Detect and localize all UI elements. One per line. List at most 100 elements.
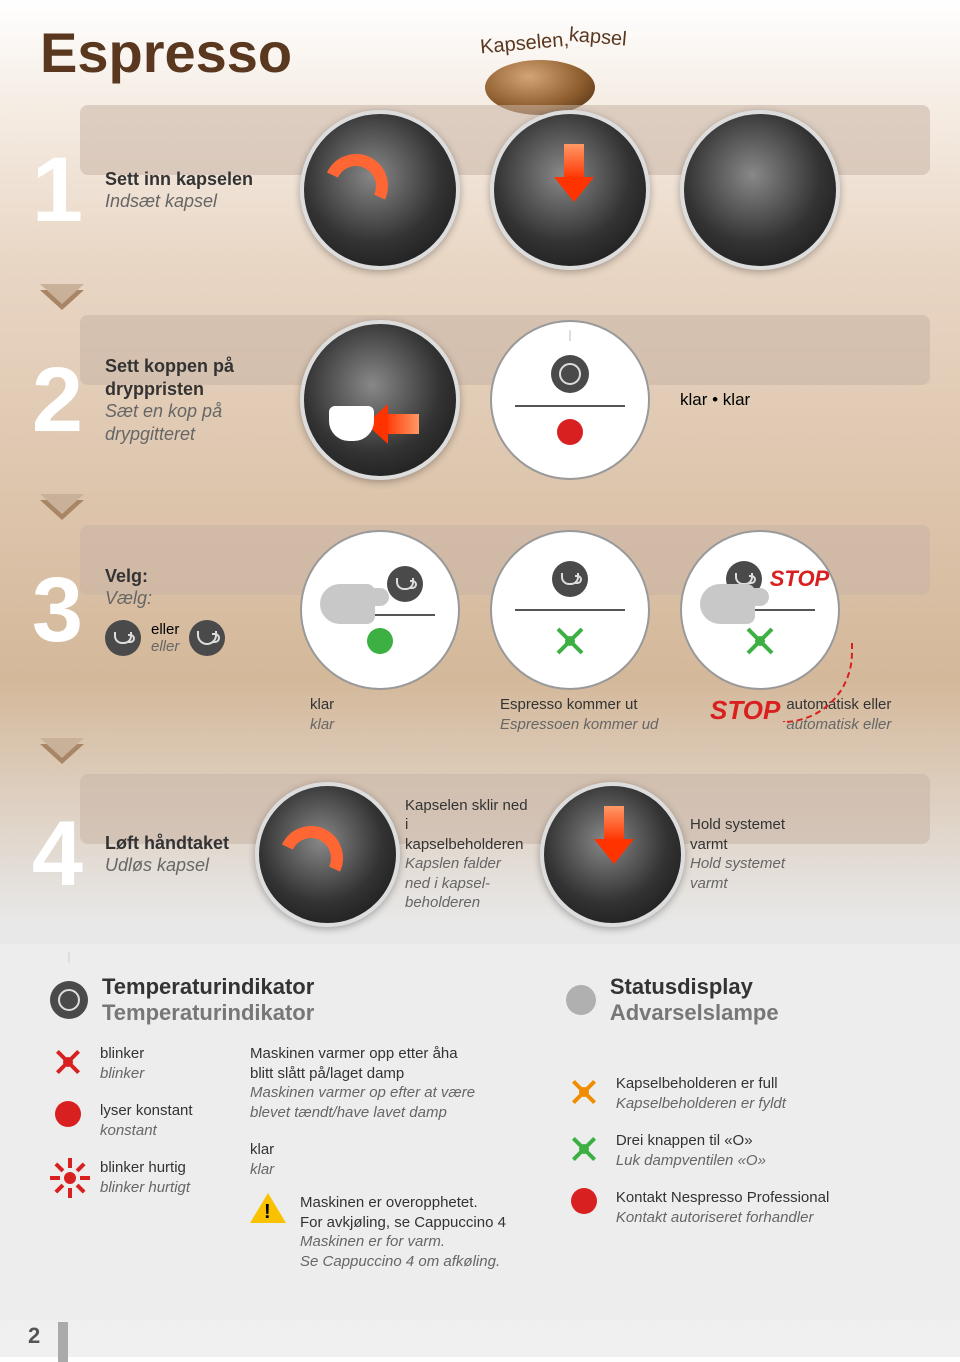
step-3-text: Velg: Vælg: eller eller [95,565,300,656]
step-4: 4 Løft håndtaket Udløs kapsel Kapselen s… [0,764,960,944]
step-4-col3: Hold systemet varmt Hold systemet varmt [690,815,800,893]
step-3-lang2: Vælg: [105,587,300,610]
temp-head-l1: Temperaturindikator [102,974,314,1000]
blink-l2: blinker [100,1064,144,1084]
step-4-photo-1 [255,782,400,927]
green-x-icon [742,623,778,659]
step-1-lang1: Sett inn kapselen [105,168,300,191]
bdesc-l1a: Maskinen varmer opp etter åha [250,1044,546,1064]
c2l1a: Kapselen sklir ned i [405,796,535,835]
step-1: 1 Sett inn kapselen Indsæt kapsel [0,95,960,285]
step-2-lang1b: dryppristen [105,378,300,401]
fdesc-l1a: Maskinen er overopphetet. [300,1193,506,1213]
status-head-l2: Advarselslampe [610,1000,779,1026]
page-number: 2 [28,1323,40,1349]
step-1-photo-3 [680,110,840,270]
contact-l2: Kontakt autoriseret forhandler [616,1208,829,1228]
step-4-col2: Kapselen sklir ned i kapselbeholderen Ka… [405,796,535,913]
step-1-lang2: Indsæt kapsel [105,190,300,213]
full-l2: Kapselbeholderen er fyldt [616,1094,786,1114]
step-1-text: Sett inn kapselen Indsæt kapsel [95,168,300,213]
step-4-number: 4 [20,808,95,900]
cup-small-icon [552,561,588,597]
finger-press-icon [320,584,375,624]
c2l2a: Kapslen falder [405,854,535,874]
step-4-text: Løft håndtaket Udløs kapsel [95,832,255,877]
cup-large-icon [189,620,225,656]
c3l1b: varmt [690,835,800,855]
step-2-status: klar • klar [680,390,750,410]
step-2-status-text: klar • klar [680,390,750,409]
orange-x-icon [566,1074,602,1110]
capsule-label-b: kapsel [568,24,628,52]
warning-icon [250,1193,286,1223]
step-3-or1: eller [151,621,179,638]
c3l2a: Hold systemet [690,854,800,874]
bdesc-l2a: Maskinen varmer op efter at være [250,1083,546,1103]
green-x-icon [566,1131,602,1167]
cup-small-icon [387,566,423,602]
finger-press-icon [700,584,755,624]
red-dot-icon [571,1188,597,1214]
step-2-text: Sett koppen på dryppristen Sæt en kop på… [95,355,300,445]
c2l2b: ned i kapsel- [405,874,535,894]
step-2-lang2b: drypgitteret [105,423,300,446]
cdesc-l2: klar [250,1160,546,1180]
step-3-diagram-1 [300,530,460,690]
grey-circle-icon [566,985,596,1015]
c3l2b: varmt [690,874,800,894]
power-icon [50,981,88,1019]
power-icon [551,355,589,393]
step-3-or2: eller [151,638,179,655]
step-2-photo-1 [300,320,460,480]
const-l1: lyser konstant [100,1101,193,1121]
legend-panel: Temperaturindikator Temperaturindikator … [0,944,960,1319]
arrow-curve-icon [324,154,374,214]
turn-l2: Luk dampventilen «O» [616,1151,766,1171]
stop-label: STOP [770,566,830,592]
fdesc-l2a: Maskinen er for varm. [300,1232,506,1252]
c3l1a: Hold systemet [690,815,800,835]
step-1-photo-2 [490,110,650,270]
red-dot-icon [55,1101,81,1127]
fast-l1: blinker hurtig [100,1158,190,1178]
bdesc-l2b: blevet tændt/have lavet damp [250,1103,546,1123]
step-4-lang2: Udløs kapsel [105,854,255,877]
blink-red-icon [50,1044,86,1080]
sub1-l2: klar [310,715,480,735]
step-1-photo-1 [300,110,460,270]
turn-l1: Drei knappen til «O» [616,1131,766,1151]
step-1-number: 1 [20,144,95,236]
step-2-lang2a: Sæt en kop på [105,400,300,423]
fdesc-l1b: For avkjøling, se Cappuccino 4 [300,1213,506,1233]
step-separator-icon [40,744,84,764]
cdesc-l1: klar [250,1140,546,1160]
fdesc-l2b: Se Cappuccino 4 om afkøling. [300,1252,506,1272]
step-2: 2 Sett koppen på dryppristen Sæt en kop … [0,305,960,495]
sub2-l2: Espressoen kommer ud [500,715,690,735]
step-2-lang1a: Sett koppen på [105,355,300,378]
step-3-lang1: Velg: [105,565,300,588]
red-dot-icon [557,419,583,445]
burst-red-icon [50,1158,86,1198]
step-2-diagram [490,320,650,480]
legend-temp-header: Temperaturindikator Temperaturindikator [50,974,546,1026]
c2l2c: beholderen [405,893,535,913]
step-3: 3 Velg: Vælg: eller eller STOP [0,515,960,705]
temp-head-l2: Temperaturindikator [102,1000,314,1026]
const-l2: konstant [100,1121,193,1141]
c2l1b: kapselbeholderen [405,835,535,855]
arrow-left-icon [384,404,434,464]
arrow-curve-icon [279,826,329,886]
green-dot-icon [367,628,393,654]
status-head-l1: Statusdisplay [610,974,779,1000]
contact-l1: Kontakt Nespresso Professional [616,1188,829,1208]
full-l1: Kapselbeholderen er full [616,1074,786,1094]
legend-status-header: Statusdisplay Advarselslampe [566,974,920,1026]
step-2-number: 2 [20,354,95,446]
step-3-number: 3 [20,564,95,656]
step-3-diagram-2 [490,530,650,690]
step-4-lang1: Løft håndtaket [105,832,255,855]
arrow-down-icon [589,806,639,866]
cup-small-icon [105,620,141,656]
